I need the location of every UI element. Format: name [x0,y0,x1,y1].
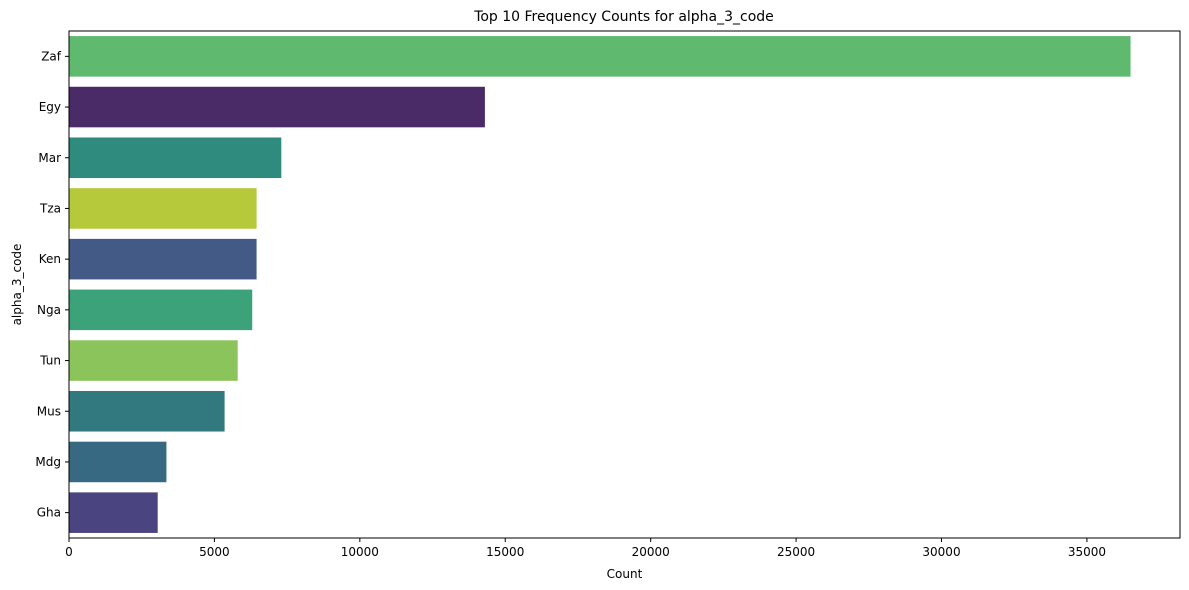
x-tick-label: 30000 [922,545,960,559]
x-tick-label: 20000 [632,545,670,559]
bars-group [69,36,1131,533]
x-axis-ticks: 0 5000 10000 15000 20000 25000 30000 35000 [65,538,1106,559]
bar-mdg [69,441,167,483]
y-axis-ticks: Zaf Egy Mar Tza Ken Nga Tun Mus Mdg Gha [35,49,69,520]
y-tick-label: Ken [39,252,61,266]
chart-title: Top 10 Frequency Counts for alpha_3_code [473,9,774,25]
bar-nga [69,289,253,331]
y-tick-label: Tza [39,201,61,215]
bar-mar [69,137,282,179]
bar-egy [69,86,485,128]
x-axis-label: Count [607,567,643,581]
y-tick-label: Mar [38,151,61,165]
y-tick-label: Mdg [35,455,61,469]
y-tick-label: Tun [39,354,61,368]
x-tick-label: 10000 [341,545,379,559]
bar-zaf [69,36,1131,77]
y-tick-label: Zaf [41,49,62,63]
bar-tza [69,188,257,229]
x-tick-label: 15000 [486,545,524,559]
x-tick-label: 5000 [199,545,230,559]
y-axis-label: alpha_3_code [10,244,24,326]
plot-frame [68,30,1181,539]
y-tick-label: Gha [37,506,61,520]
y-tick-label: Nga [37,303,61,317]
y-tick-label: Mus [37,404,61,418]
y-tick-label: Egy [39,100,61,114]
bar-gha [69,492,158,533]
bar-ken [69,238,257,280]
x-tick-label: 35000 [1068,545,1106,559]
bar-mus [69,390,225,432]
bar-tun [69,340,238,381]
x-tick-label: 25000 [777,545,815,559]
x-tick-label: 0 [65,545,73,559]
